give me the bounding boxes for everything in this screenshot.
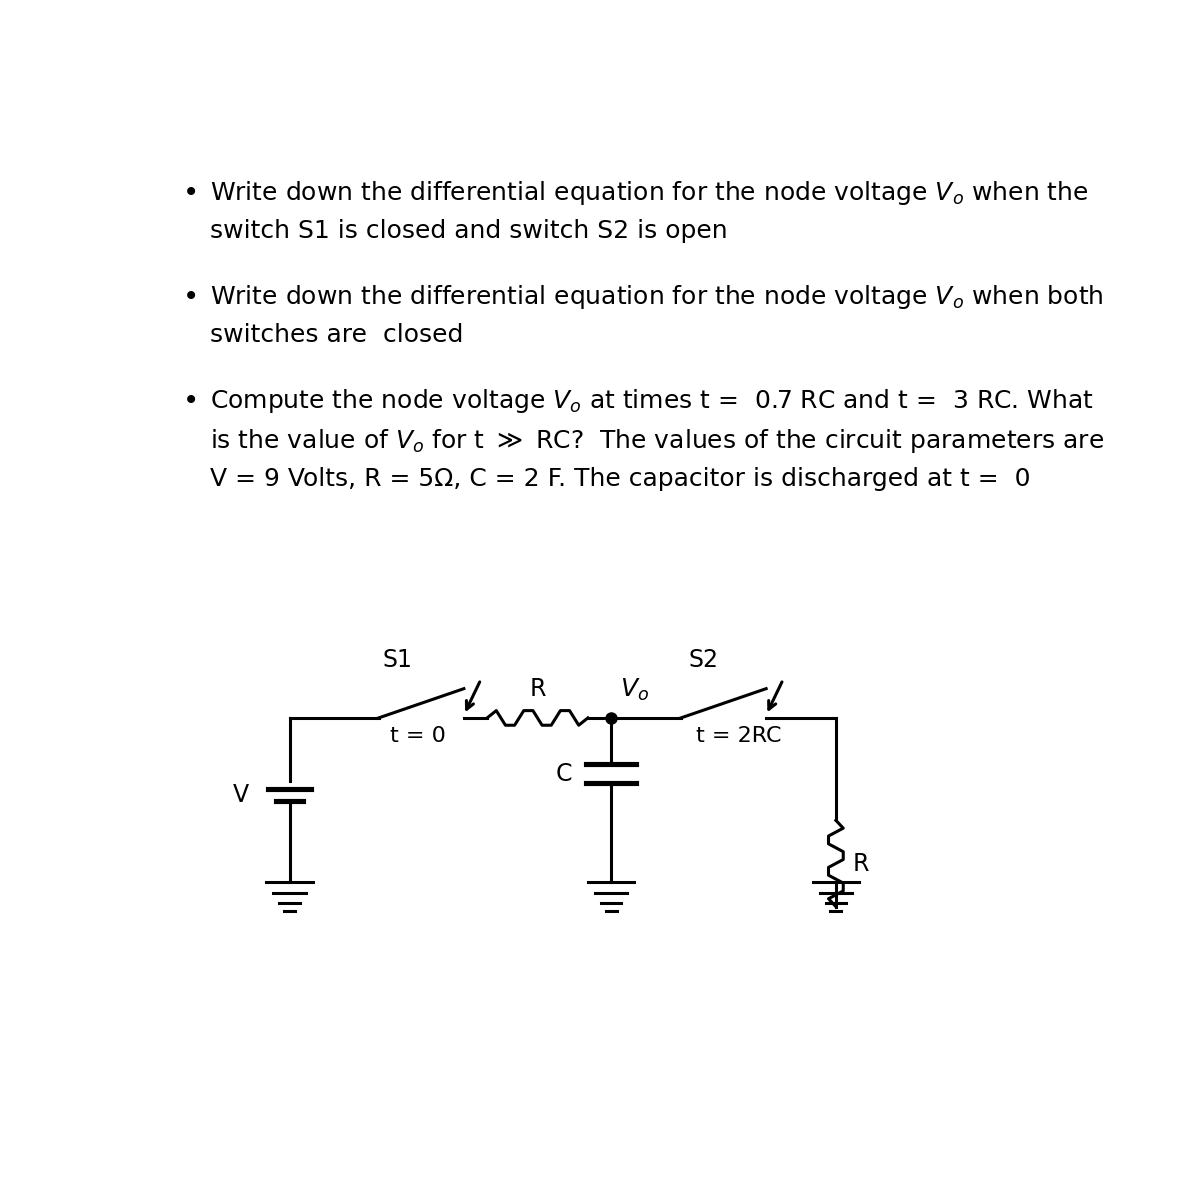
Text: Write down the differential equation for the node voltage $V_o$ when the: Write down the differential equation for… [210,179,1088,207]
Text: t = 2RC: t = 2RC [696,725,782,745]
Text: S1: S1 [383,648,413,672]
Text: Write down the differential equation for the node voltage $V_o$ when both: Write down the differential equation for… [210,283,1104,311]
Text: V: V [233,783,250,807]
Text: •: • [182,283,199,311]
Text: •: • [182,387,199,415]
Text: R: R [853,852,870,877]
Text: •: • [182,179,199,207]
Text: switch S1 is closed and switch S2 is open: switch S1 is closed and switch S2 is ope… [210,219,728,243]
Text: switches are  closed: switches are closed [210,323,464,347]
Text: R: R [529,677,546,702]
Text: V = 9 Volts, R = 5Ω, C = 2 F. The capacitor is discharged at t =  0: V = 9 Volts, R = 5Ω, C = 2 F. The capaci… [210,467,1031,491]
Text: t = 0: t = 0 [390,725,446,745]
Text: is the value of $V_o$ for t $\gg$ RC?  The values of the circuit parameters are: is the value of $V_o$ for t $\gg$ RC? Th… [210,427,1104,454]
Text: Compute the node voltage $V_o$ at times t =  0.7 RC and t =  3 RC. What: Compute the node voltage $V_o$ at times … [210,387,1094,415]
Text: S2: S2 [689,648,719,672]
Text: C: C [556,762,572,786]
Text: $V_o$: $V_o$ [620,677,649,703]
